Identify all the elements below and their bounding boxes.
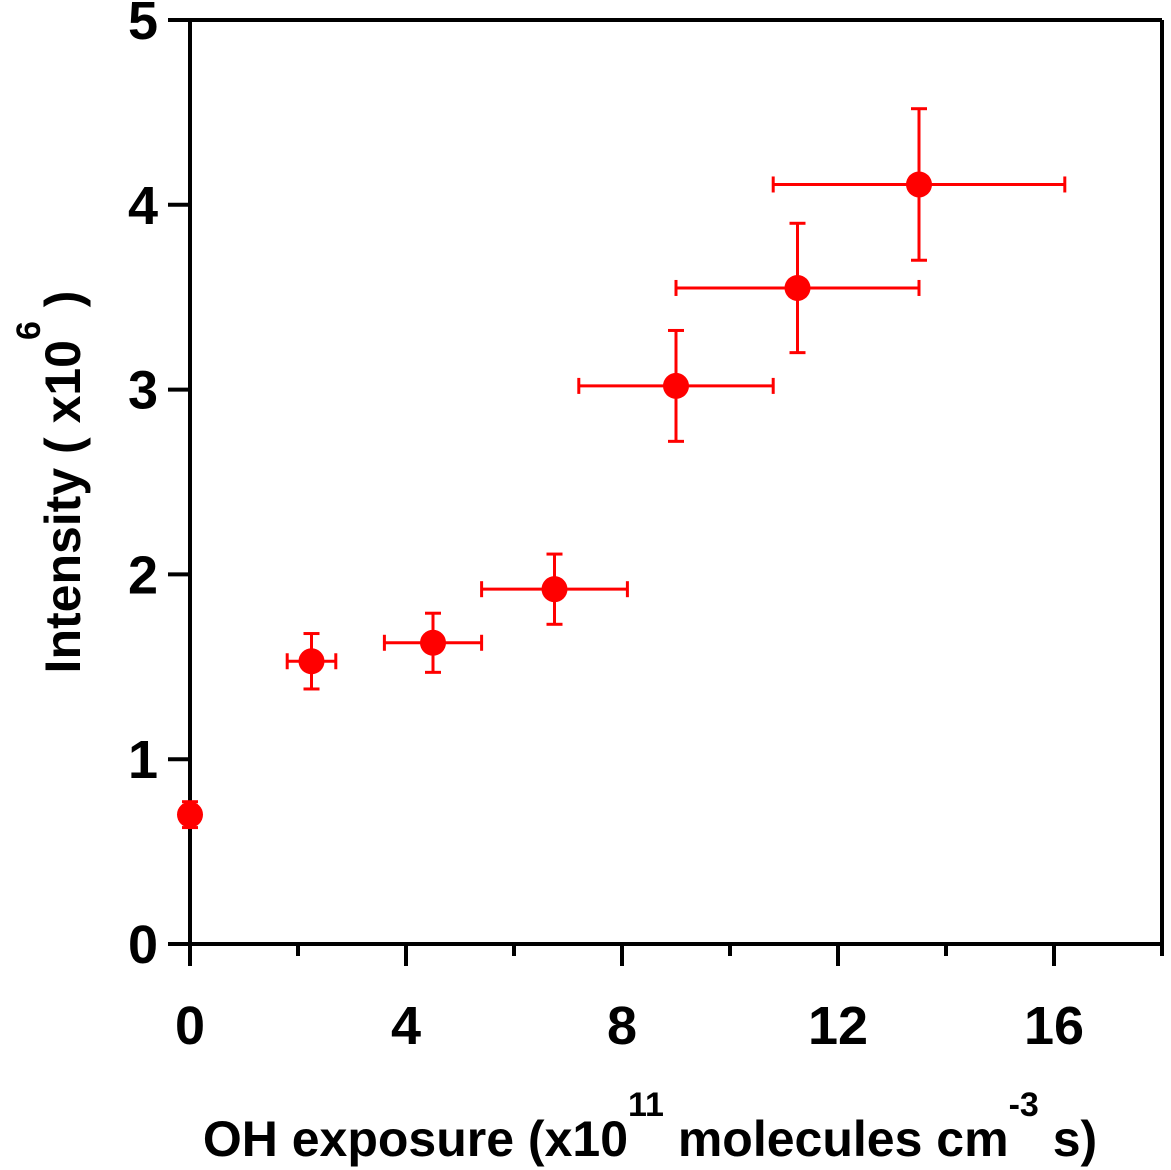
- x-tick-label: 16: [1024, 996, 1084, 1056]
- data-point: [298, 648, 325, 675]
- tick-marks: [168, 18, 1164, 966]
- data-point: [177, 801, 203, 828]
- data-point: [541, 576, 568, 603]
- data-point-group: [480, 552, 629, 626]
- data-point: [663, 372, 689, 399]
- x-axis-title-suffix: s): [1039, 1111, 1097, 1167]
- y-tick-label: 2: [128, 545, 158, 605]
- y-tick-label: 1: [128, 730, 158, 790]
- x-axis-title-superscript-1: 11: [628, 1086, 664, 1124]
- x-axis-title: OH exposure (x1011 molecules cm-3 s): [203, 1086, 1097, 1167]
- y-tick-label: 0: [128, 915, 158, 975]
- data-point: [906, 171, 932, 198]
- x-tick-label: 12: [808, 996, 868, 1056]
- data-point-group: [285, 632, 338, 691]
- x-tick-label: 4: [391, 996, 421, 1056]
- data-point: [784, 274, 811, 301]
- data-point-group: [382, 611, 484, 674]
- y-axis-title: Intensity ( x106 ): [10, 291, 91, 674]
- y-axis-title-suffix: ): [35, 291, 91, 322]
- y-tick-label: 4: [128, 176, 158, 236]
- y-tick-label: 5: [128, 0, 158, 51]
- x-tick-label: 0: [175, 996, 205, 1056]
- y-axis-title-prefix: Intensity ( x10: [35, 340, 91, 673]
- data-point-group: [577, 328, 775, 443]
- data-point: [420, 629, 446, 656]
- x-tick-label: 8: [607, 996, 637, 1056]
- y-axis-title-superscript: 6: [10, 321, 48, 340]
- x-axis-title-prefix: OH exposure (x10: [203, 1111, 628, 1167]
- axes: [188, 18, 1164, 946]
- data-point-group: [771, 107, 1067, 262]
- x-axis-title-superscript-2: -3: [1009, 1086, 1039, 1124]
- y-tick-label: 3: [128, 361, 158, 421]
- data-series: [177, 107, 1067, 830]
- x-axis-title-middle: molecules cm: [664, 1111, 1009, 1167]
- data-point-group: [674, 221, 921, 355]
- data-point-group: [177, 800, 203, 830]
- x-tick-labels: 0 4 8 12 16: [175, 996, 1084, 1056]
- y-tick-labels: 0 1 2 3 4 5: [128, 0, 158, 975]
